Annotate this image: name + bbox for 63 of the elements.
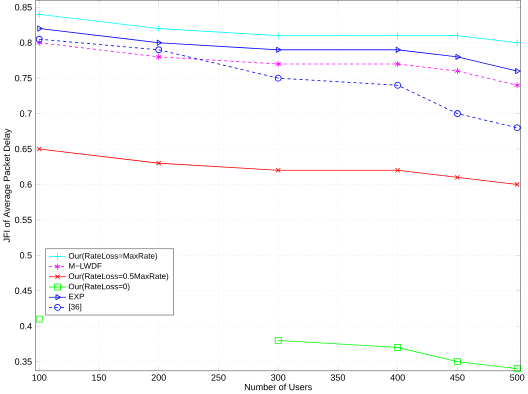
legend-label: Our(RateLoss=MaxRate) [68, 253, 158, 261]
point [275, 60, 282, 68]
point [36, 146, 42, 152]
x-tick-label: 100 [32, 374, 46, 381]
point [274, 32, 282, 40]
x-tick-label: 250 [211, 374, 226, 381]
x-tick-label: 350 [330, 374, 346, 381]
point [454, 68, 460, 75]
point [514, 182, 520, 188]
legend-label: Our(RateLoss=0) [68, 284, 130, 292]
point [37, 26, 43, 32]
y-tick-label: 0.85 [14, 4, 32, 11]
point [456, 54, 461, 60]
y-tick-label: 0.35 [14, 358, 32, 366]
x-tick-label: 300 [271, 374, 286, 381]
point [394, 32, 402, 40]
point [36, 40, 42, 46]
point [36, 11, 43, 18]
point [454, 358, 461, 366]
point [394, 60, 401, 68]
point [36, 36, 43, 43]
point [454, 32, 461, 40]
point [156, 54, 162, 61]
point [395, 168, 400, 174]
point [514, 40, 521, 46]
y-tick-label: 0.65 [14, 146, 32, 152]
point [454, 175, 460, 180]
point [36, 316, 43, 323]
legend-label: Our(RateLoss=0.5MaxRate) [68, 273, 168, 281]
point [276, 47, 282, 54]
y-tick-label: 0.6 [20, 181, 32, 188]
point [155, 46, 162, 54]
legend-label: M−LWDF [69, 263, 102, 269]
legend-label: [36] [68, 304, 82, 312]
point [156, 40, 162, 46]
point [276, 168, 281, 174]
x-tick-label: 450 [450, 374, 465, 381]
point [454, 110, 461, 118]
point [394, 82, 402, 89]
point [274, 337, 282, 344]
y-tick-label: 0.4 [20, 323, 32, 330]
point [514, 366, 521, 372]
point [155, 25, 162, 32]
point [515, 68, 521, 74]
point [394, 344, 402, 352]
x-tick-label: 150 [92, 374, 106, 381]
x-axis-title: Number of Users [244, 384, 312, 390]
point [156, 160, 162, 166]
y-tick-label: 0.5 [20, 252, 32, 259]
y-tick-label: 0.75 [14, 75, 32, 82]
y-tick-label: 0.55 [14, 216, 32, 224]
y-tick-label: 0.8 [20, 40, 32, 46]
y-tick-label: 0.45 [14, 288, 32, 294]
point [396, 47, 402, 54]
x-tick-label: 400 [390, 374, 405, 381]
point [514, 124, 521, 132]
x-tick-label: 500 [510, 374, 524, 381]
point [274, 74, 282, 82]
y-tick-label: 0.7 [20, 110, 32, 117]
x-tick-label: 200 [152, 374, 166, 381]
point [514, 82, 520, 89]
legend-label: EXP [69, 294, 84, 300]
y-axis-title: JFI of Average Packet Delay [3, 128, 12, 243]
